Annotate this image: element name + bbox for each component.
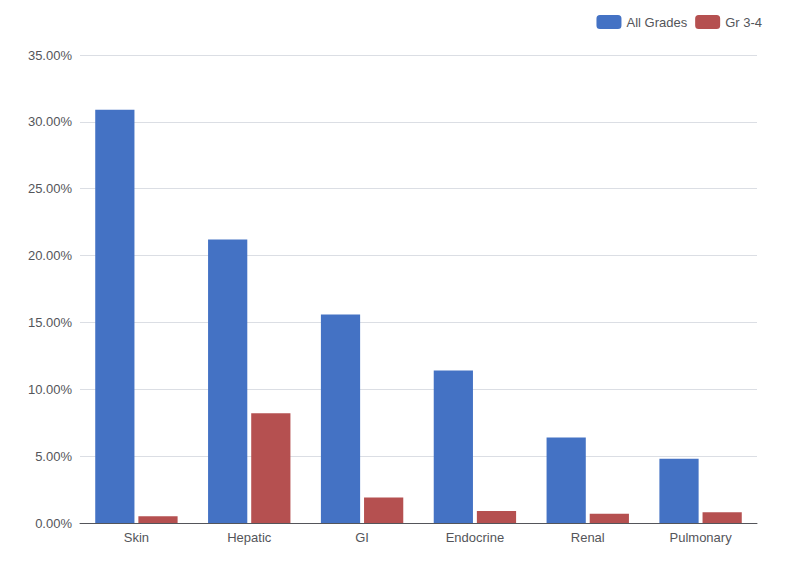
svg-text:25.00%: 25.00% [28, 181, 73, 196]
svg-text:35.00%: 35.00% [28, 48, 73, 63]
svg-text:5.00%: 5.00% [35, 449, 72, 464]
svg-text:15.00%: 15.00% [28, 315, 73, 330]
svg-text:Skin: Skin [124, 530, 149, 545]
svg-text:20.00%: 20.00% [28, 248, 73, 263]
svg-text:Renal: Renal [571, 530, 605, 545]
svg-text:Endocrine: Endocrine [446, 530, 505, 545]
svg-text:Hepatic: Hepatic [227, 530, 272, 545]
svg-text:30.00%: 30.00% [28, 114, 73, 129]
svg-text:10.00%: 10.00% [28, 382, 73, 397]
svg-text:0.00%: 0.00% [35, 516, 72, 531]
svg-text:All Grades: All Grades [626, 15, 687, 30]
svg-text:GI: GI [355, 530, 369, 545]
svg-text:Gr 3-4: Gr 3-4 [725, 15, 762, 30]
svg-text:Pulmonary: Pulmonary [670, 530, 733, 545]
